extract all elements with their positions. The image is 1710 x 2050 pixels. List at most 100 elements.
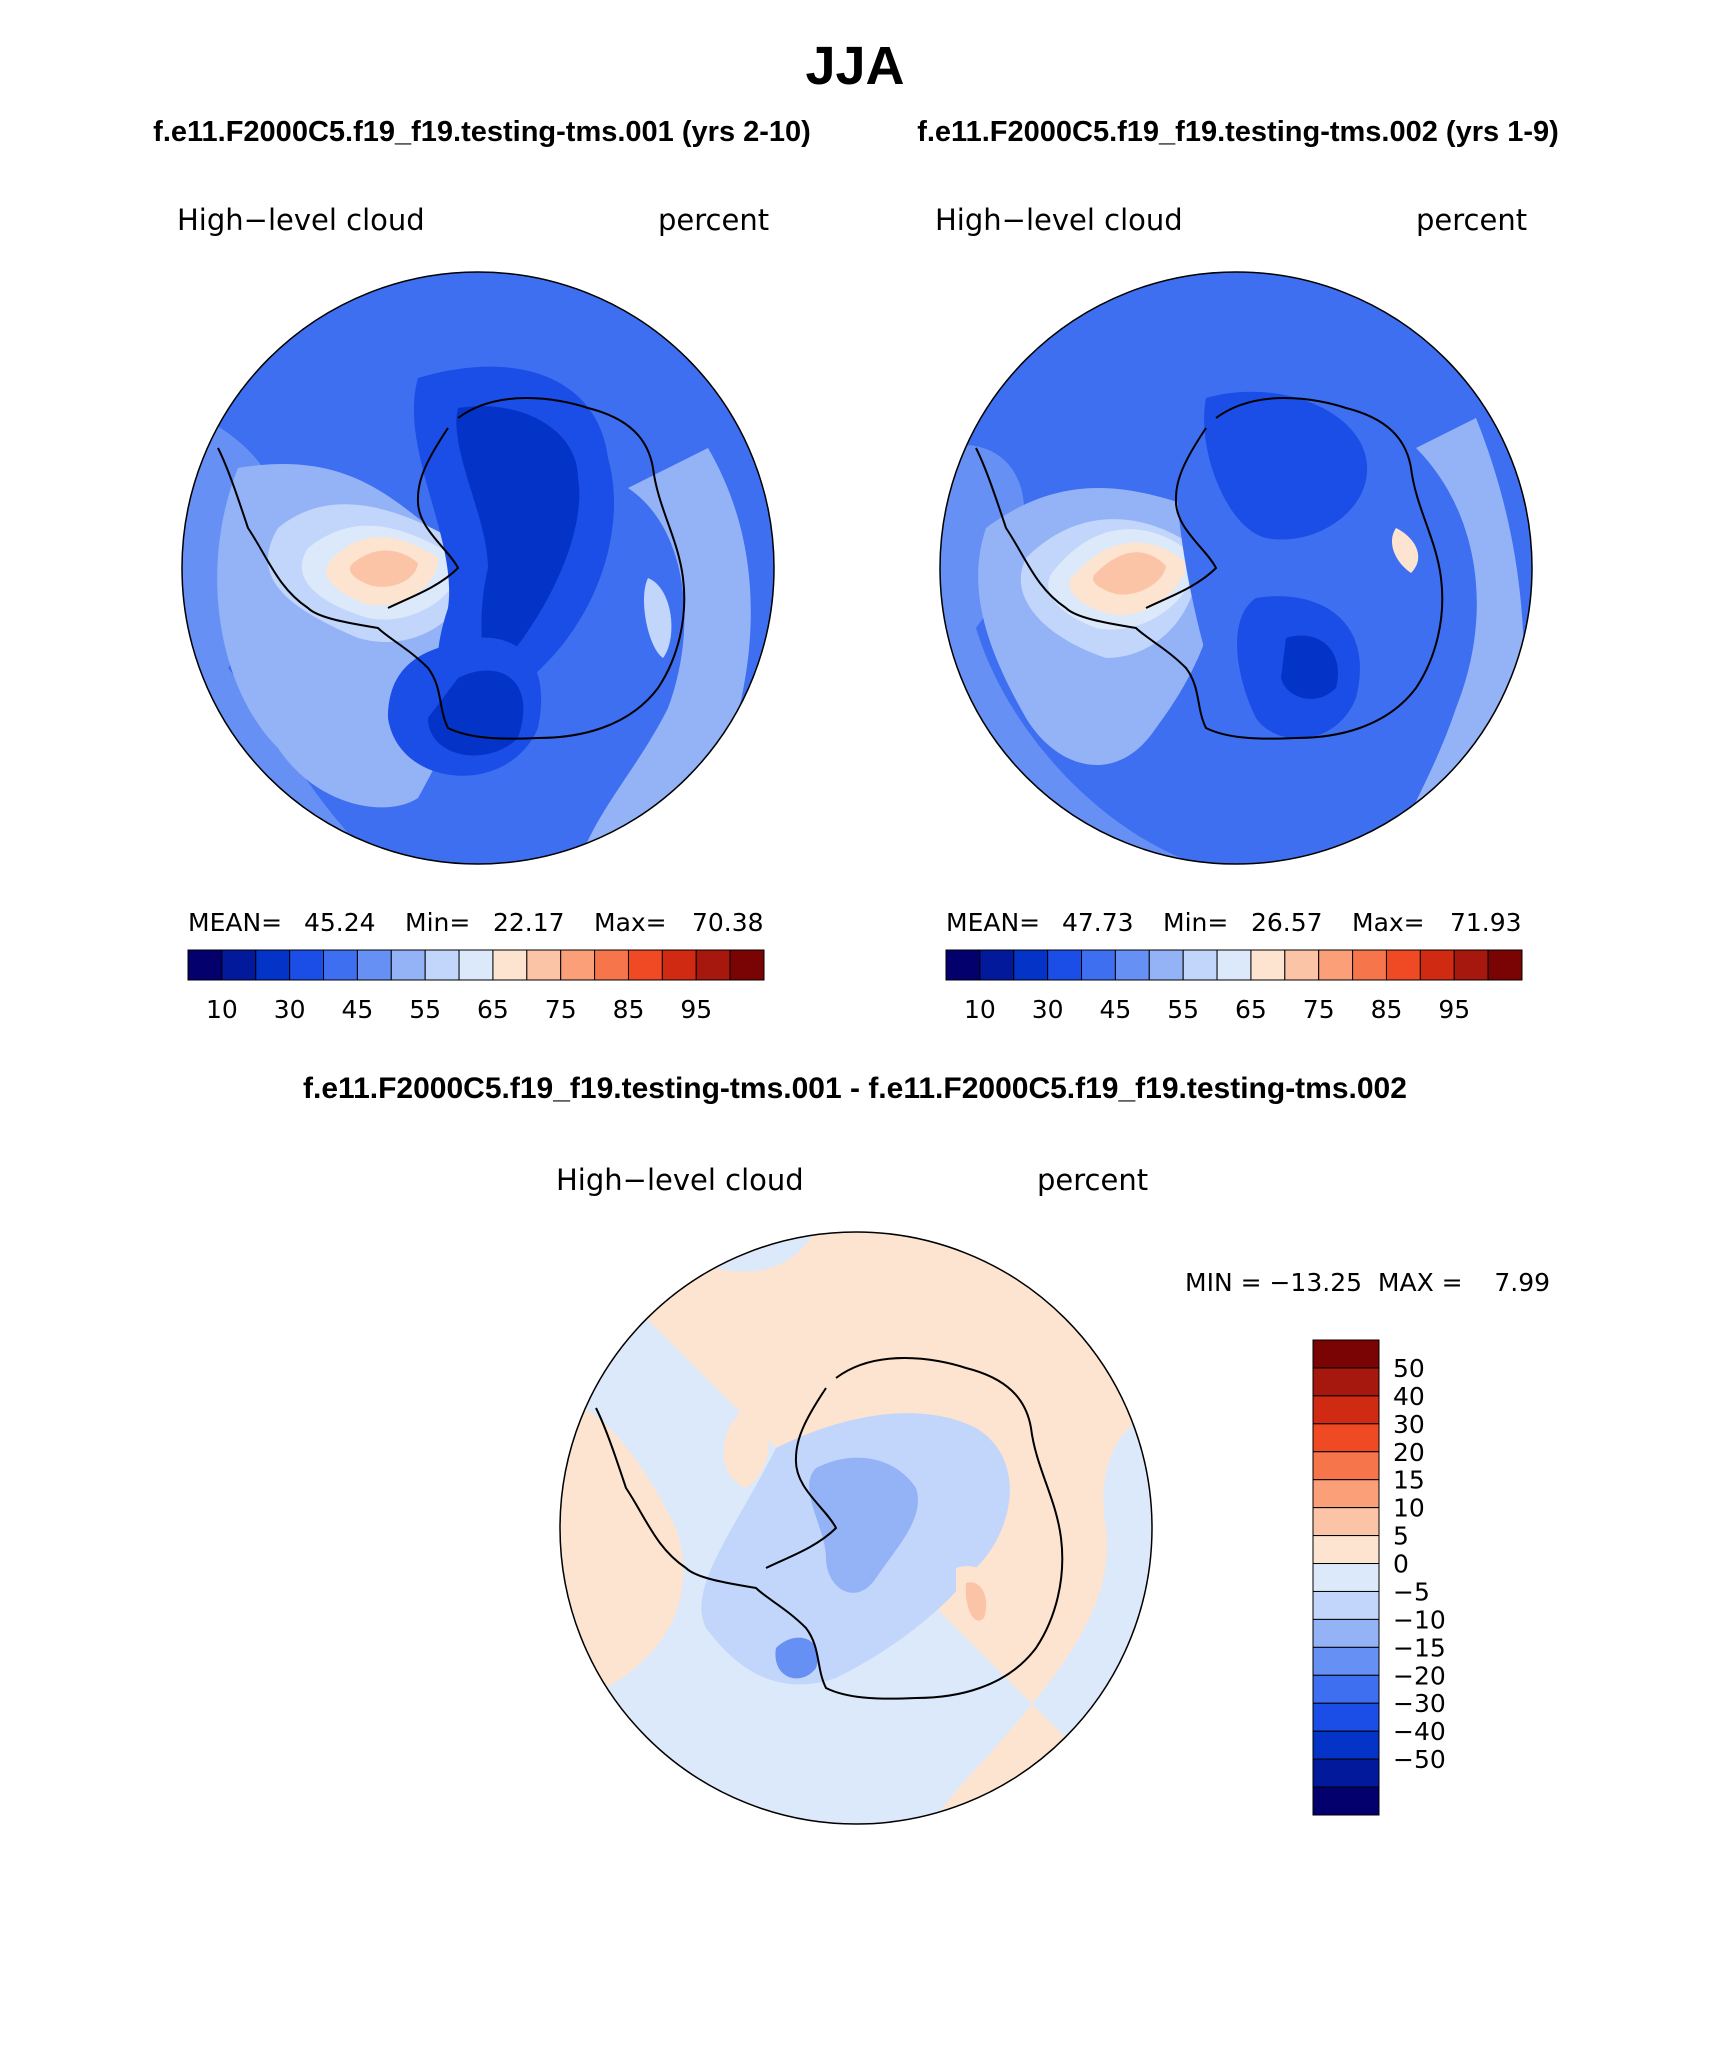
panel1-colorbar-tick-label: 30 (274, 995, 306, 1024)
panel1-colorbar-swatch (424, 949, 460, 981)
panel2-mean-value: 47.73 (1062, 908, 1134, 937)
panel1-colorbar-tick-label: 95 (680, 995, 712, 1024)
panel1-colorbar-swatch (627, 949, 663, 981)
panel1-colorbar-tick-label: 75 (545, 995, 577, 1024)
panel1-colorbar-tick-label: 45 (342, 995, 374, 1024)
panel2-colorbar-swatch (945, 949, 981, 981)
panel1-colorbar-swatch (221, 949, 257, 981)
diff-colorbar (1312, 1339, 1380, 1816)
panel1-variable: High−level cloud (177, 203, 425, 237)
panel1-colorbar-swatch (458, 949, 494, 981)
diff-minmax: MIN = −13.25 MAX = 7.99 (1185, 1268, 1550, 1297)
diff-units: percent (1037, 1163, 1148, 1197)
diff-colorbar-swatch (1312, 1730, 1380, 1760)
panel1-colorbar-tick-label: 65 (477, 995, 509, 1024)
diff-colorbar-swatch (1312, 1451, 1380, 1481)
panel1-colorbar-swatch (695, 949, 731, 981)
diff-colorbar-swatch (1312, 1674, 1380, 1704)
panel2-colorbar-swatch (979, 949, 1015, 981)
panel1-colorbar-swatch (289, 949, 325, 981)
panel2-colorbar-tick-label: 85 (1371, 995, 1403, 1024)
panel2-colorbar-swatch (1250, 949, 1286, 981)
panel2-colorbar-swatch (1487, 949, 1523, 981)
diff-colorbar-tick-label: −20 (1393, 1661, 1446, 1690)
panel1-stats: MEAN= 45.24 Min= 22.17 Max= 70.38 (188, 908, 764, 937)
panel1-colorbar-ticks: 10 30 45 55 65 75 85 95 (206, 995, 712, 1024)
panel1-colorbar-swatch (729, 949, 765, 981)
panel2-variable: High−level cloud (935, 203, 1183, 237)
diff-colorbar-swatch (1312, 1367, 1380, 1397)
panel2-max-value: 71.93 (1450, 908, 1522, 937)
diff-colorbar-tick-label: 20 (1393, 1438, 1425, 1467)
panel2-colorbar-tick-label: 75 (1303, 995, 1335, 1024)
diff-colorbar-swatch (1312, 1563, 1380, 1592)
panel1-colorbar-tick-label: 10 (206, 995, 238, 1024)
panel2-colorbar-tick-label: 30 (1032, 995, 1064, 1024)
diff-colorbar-tick-label: 40 (1393, 1382, 1425, 1411)
diff-colorbar-tick-label: −10 (1393, 1605, 1446, 1634)
panel1-colorbar-swatch (560, 949, 596, 981)
panel1-colorbar-tick-label: 85 (613, 995, 645, 1024)
diff-colorbar-tick-label: 10 (1393, 1494, 1425, 1523)
diff-colorbar-tick-label: 50 (1393, 1354, 1425, 1383)
diff-colorbar-swatch (1312, 1702, 1380, 1732)
panel2-colorbar-swatch (1453, 949, 1489, 981)
panel2-colorbar-swatch (1047, 949, 1083, 981)
panel1-max-value: 70.38 (692, 908, 764, 937)
panel1-colorbar-swatch (390, 949, 426, 981)
panel2-min-value: 26.57 (1251, 908, 1323, 937)
panel2-colorbar-swatch (1081, 949, 1116, 981)
panel2-colorbar-tick-label: 10 (964, 995, 996, 1024)
diff-colorbar-swatch (1312, 1423, 1380, 1453)
diff-map (559, 1231, 1153, 1825)
panel2-colorbar-swatch (1114, 949, 1150, 981)
diff-colorbar-swatch (1312, 1646, 1380, 1676)
panel1-max-label: Max= (594, 908, 667, 937)
diff-colorbar-tick-label: −5 (1393, 1577, 1430, 1606)
panel1-colorbar-swatch (594, 949, 629, 981)
panel2-mean-label: MEAN= (946, 908, 1040, 937)
panel2-stats: MEAN= 47.73 Min= 26.57 Max= 71.93 (946, 908, 1522, 937)
diff-colorbar-tick-label: −15 (1393, 1633, 1446, 1662)
diff-colorbar-swatch (1312, 1507, 1380, 1537)
diff-colorbar-tick-label: −40 (1393, 1717, 1446, 1746)
panel2-colorbar-swatch (1385, 949, 1421, 981)
panel2-colorbar-swatch (1013, 949, 1049, 981)
panel1-min-label: Min= (405, 908, 470, 937)
panel1-map (181, 271, 775, 865)
panel2-colorbar-ticks: 10 30 45 55 65 75 85 95 (964, 995, 1470, 1024)
panel2-colorbar-swatch (1419, 949, 1455, 981)
panel1-mean-value: 45.24 (304, 908, 376, 937)
panel2-colorbar-swatch (1216, 949, 1252, 981)
diff-antarctica-outline (595, 1357, 1064, 1700)
panel1-colorbar-swatch (661, 949, 697, 981)
diff-colorbar-swatch (1312, 1535, 1380, 1565)
panel2-colorbar-swatch (1284, 949, 1320, 981)
panel1-colorbar (187, 949, 765, 981)
diff-colorbar-tick-label: −30 (1393, 1689, 1446, 1718)
diff-variable: High−level cloud (556, 1163, 804, 1197)
panel1-case-label: f.e11.F2000C5.f19_f19.testing-tms.001 (y… (153, 116, 811, 148)
diff-colorbar-swatch (1312, 1339, 1380, 1369)
diff-title: f.e11.F2000C5.f19_f19.testing-tms.001 - … (303, 1072, 1407, 1105)
panel1-min-value: 22.17 (493, 908, 565, 937)
diff-colorbar-tick-label: 15 (1393, 1466, 1425, 1495)
panel1-colorbar-swatch (187, 949, 223, 981)
diff-colorbar-swatch (1312, 1758, 1380, 1788)
panel2-max-label: Max= (1352, 908, 1425, 937)
panel1-colorbar-swatch (255, 949, 291, 981)
panel2-map (939, 271, 1533, 865)
diff-colorbar-swatch (1312, 1590, 1380, 1620)
panel2-colorbar-tick-label: 95 (1438, 995, 1470, 1024)
panel2-colorbar-swatch (1148, 949, 1184, 981)
diff-colorbar-swatch (1312, 1479, 1380, 1509)
diff-colorbar-swatch (1312, 1618, 1380, 1648)
diff-colorbar-swatch (1312, 1395, 1380, 1425)
panel2-antarctica-outline (975, 397, 1444, 740)
main-title: JJA (805, 36, 904, 96)
panel2-case-label: f.e11.F2000C5.f19_f19.testing-tms.002 (y… (917, 116, 1559, 148)
diff-colorbar-tick-label: 0 (1393, 1550, 1409, 1579)
panel1-colorbar-swatch (356, 949, 392, 981)
diff-colorbar-tick-label: 30 (1393, 1410, 1425, 1439)
